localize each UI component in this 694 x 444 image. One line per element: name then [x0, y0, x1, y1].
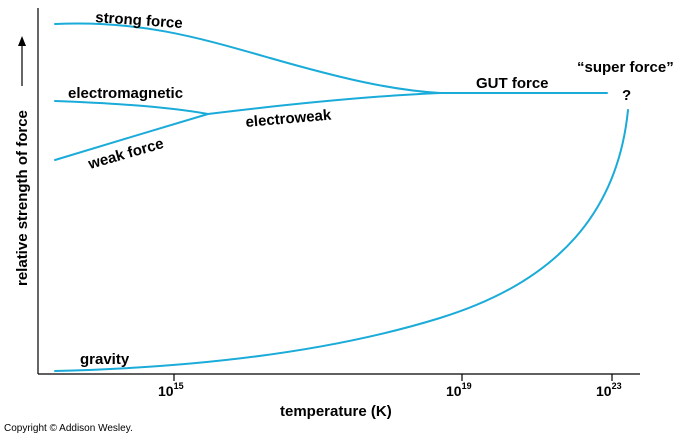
x-tick-label-1e15: 1015: [158, 381, 184, 399]
weak-force-label: weak force: [85, 135, 165, 173]
x-tick-label-1e19: 1019: [446, 381, 472, 399]
super-force-label: “super force”: [577, 59, 674, 76]
x-axis-title: temperature (K): [280, 403, 392, 420]
weak-force-curve: [54, 113, 209, 161]
strong-force-label: strong force: [95, 9, 183, 32]
strong-force-curve: [54, 22, 441, 94]
electroweak-curve: [207, 92, 441, 115]
gut-force-label: GUT force: [476, 75, 549, 92]
copyright-notice: Copyright © Addison Wesley.: [4, 423, 133, 434]
x-tick-label-1e23: 1023: [596, 381, 622, 399]
gravity-label: gravity: [80, 351, 130, 368]
electromagnetic-curve: [54, 100, 209, 115]
gravity-curve: [54, 109, 629, 372]
y-arrow-head: [18, 36, 26, 46]
y-axis-title: relative strength of force: [14, 110, 31, 286]
unknown-mark: ?: [622, 87, 631, 104]
electroweak-label: electroweak: [245, 107, 333, 131]
electromagnetic-label: electromagnetic: [68, 85, 183, 102]
